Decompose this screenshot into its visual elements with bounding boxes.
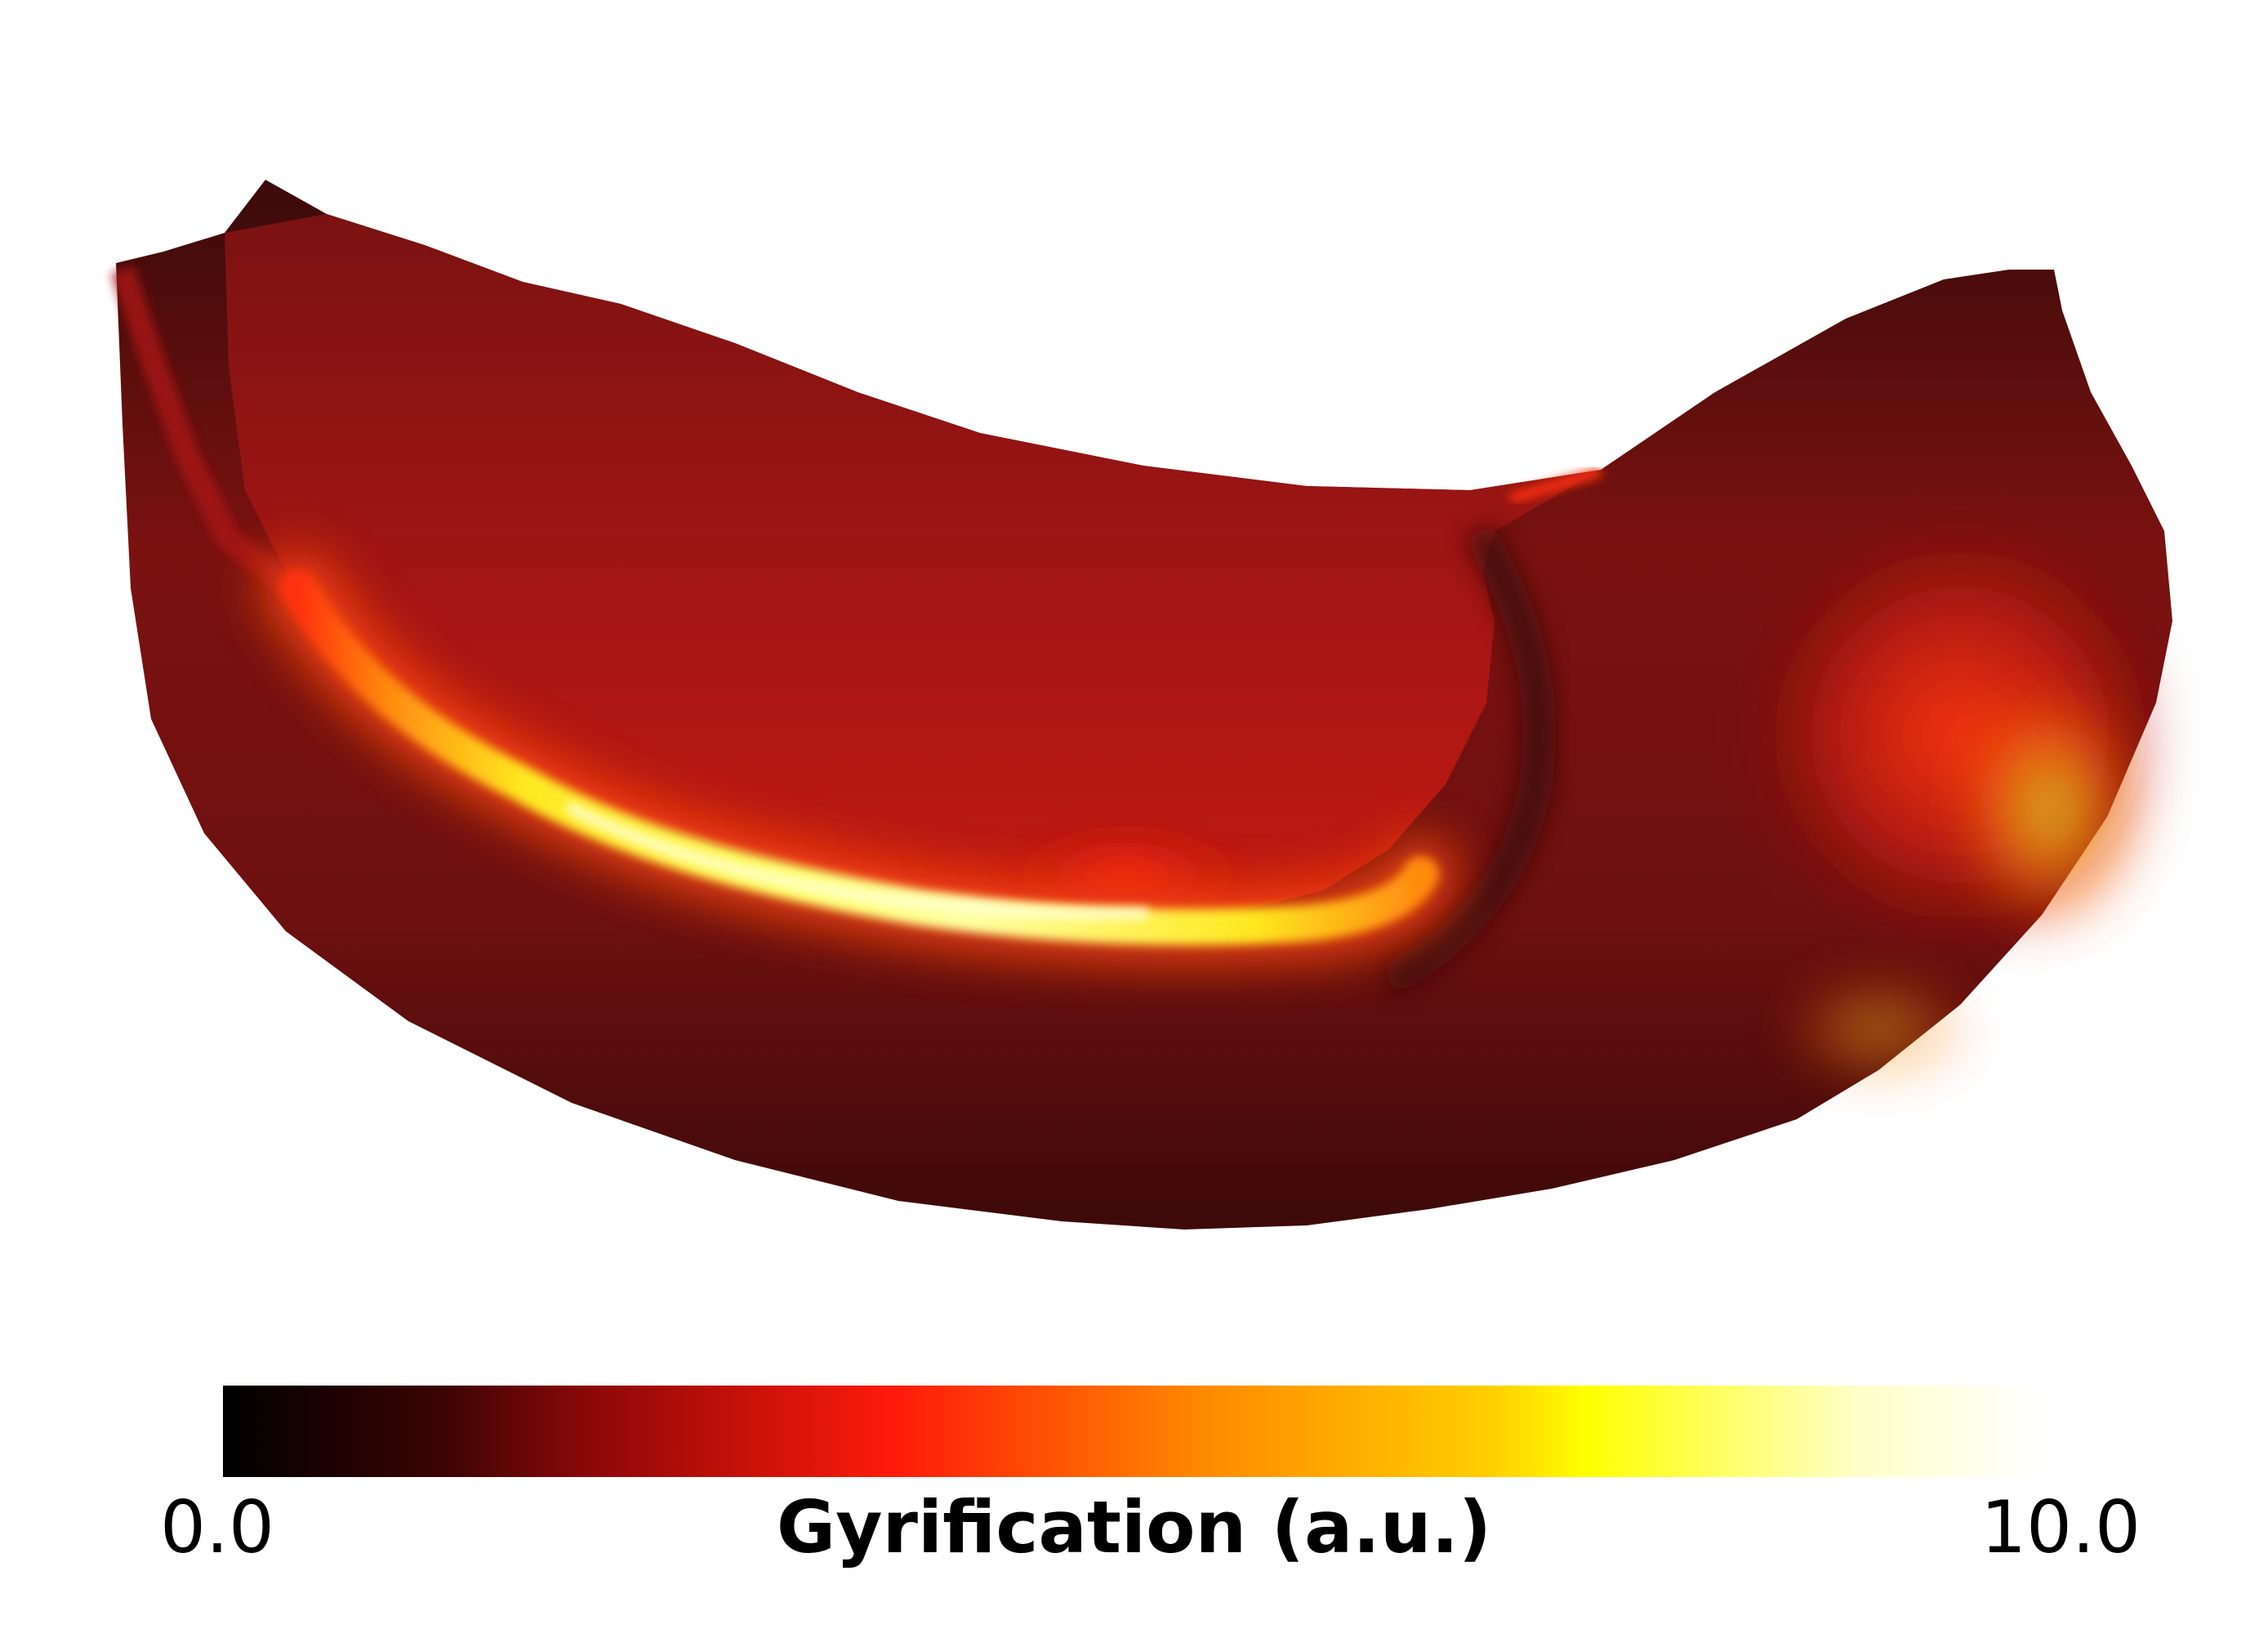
surface-fold (1380, 523, 1556, 995)
surface-inner (225, 214, 1601, 915)
colorbar-gradient (223, 1386, 2039, 1477)
colorbar-title: Gyrification (a.u.) (776, 1485, 1492, 1569)
surface-left-edge (110, 266, 301, 598)
colorbar (223, 1386, 2039, 1477)
colorbar-min-label: 0.0 (160, 1485, 274, 1569)
gyral-ridge-core (566, 803, 1149, 920)
surface-lower-hotspot (1780, 972, 1976, 1087)
surface-top-band (1509, 467, 1602, 503)
surface-right-hotspot (1952, 678, 2148, 939)
colorbar-max-label: 10.0 (1981, 1485, 2141, 1569)
